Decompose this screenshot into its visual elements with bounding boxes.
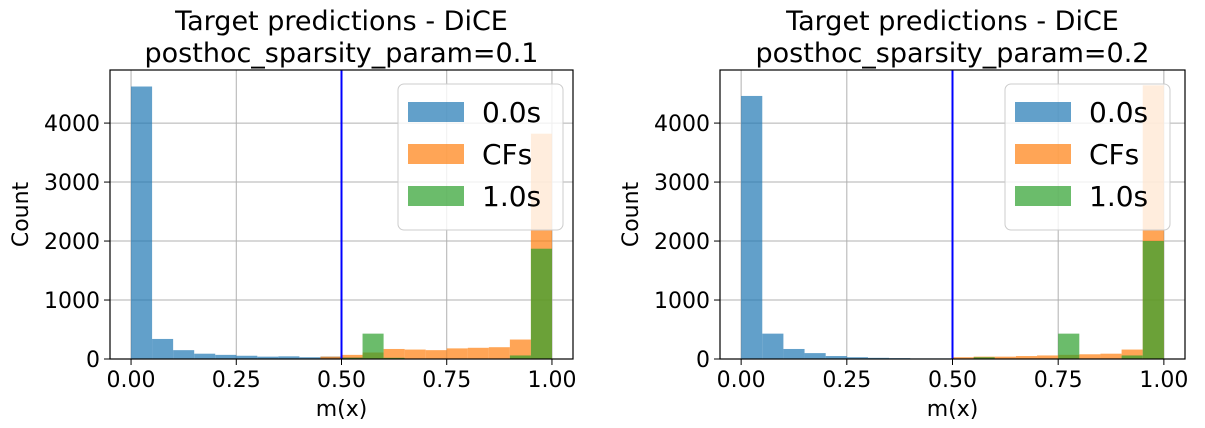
y-tick-label: 0 — [86, 348, 100, 373]
histogram-bar — [362, 333, 384, 359]
histogram-bar — [236, 355, 258, 359]
histogram-bar — [1079, 354, 1101, 359]
x-tick-label: 0.25 — [212, 368, 261, 393]
y-tick-label: 4000 — [44, 112, 100, 137]
histogram-bar — [194, 353, 216, 359]
legend-swatch — [1015, 186, 1071, 206]
x-tick-label: 0.00 — [717, 368, 766, 393]
histogram-bar — [341, 354, 363, 359]
y-tick-label: 3000 — [44, 171, 100, 196]
x-tick-label: 1.00 — [527, 368, 576, 393]
chart-title-line1: Target predictions - DiCE — [174, 6, 508, 37]
histogram-bar — [383, 348, 405, 359]
y-tick-label: 4000 — [654, 112, 710, 137]
legend-swatch — [1015, 144, 1071, 164]
legend-swatch — [408, 144, 464, 164]
y-tick-label: 2000 — [654, 230, 710, 255]
legend: 0.0s CFs 1.0s — [1004, 83, 1171, 231]
histogram-bar — [1058, 333, 1080, 359]
series-0.0s — [131, 86, 363, 359]
histogram-bar — [825, 356, 847, 359]
legend: 0.0s CFs 1.0s — [397, 83, 564, 231]
y-tick-label: 2000 — [44, 230, 100, 255]
histogram-bar — [973, 357, 995, 359]
histogram-bar — [215, 354, 237, 359]
histogram-bar — [278, 356, 300, 359]
x-axis-label: m(x) — [927, 397, 979, 422]
histogram-bar — [509, 339, 531, 359]
x-tick-label: 0.75 — [1034, 368, 1083, 393]
histogram-bar — [320, 356, 342, 359]
x-tick-label: 0.25 — [822, 368, 871, 393]
histogram-bar — [1121, 349, 1143, 359]
x-axis-label: m(x) — [316, 397, 368, 422]
histogram-bar — [257, 356, 279, 359]
histogram-bar — [846, 357, 868, 359]
y-axis-label: Count — [9, 181, 34, 247]
histogram-bar — [131, 86, 153, 359]
histogram-bar — [509, 355, 531, 359]
x-tick-label: 0.00 — [107, 368, 156, 393]
chart-title-line1: Target predictions - DiCE — [785, 6, 1119, 37]
legend-swatch — [408, 186, 464, 206]
histogram-bar — [1142, 241, 1164, 359]
histogram-bar — [1100, 353, 1122, 359]
y-tick-label: 1000 — [44, 289, 100, 314]
histogram-chart-2: Target predictions - DiCEposthoc_sparsit… — [619, 6, 1188, 422]
histogram-bar — [1037, 355, 1059, 359]
legend-label: CFs — [1089, 138, 1139, 171]
legend-swatch — [408, 102, 464, 122]
legend-swatch — [1015, 102, 1071, 122]
histogram-bar — [1121, 355, 1143, 359]
x-tick-label: 0.50 — [928, 368, 977, 393]
x-tick-label: 0.75 — [422, 368, 471, 393]
histogram-bar — [425, 350, 447, 359]
histogram-bar — [446, 348, 468, 359]
histogram-bar — [488, 347, 510, 359]
y-tick-label: 0 — [696, 348, 710, 373]
legend-label: 0.0s — [482, 96, 541, 129]
histogram-bar — [994, 356, 1016, 359]
histogram-bar — [530, 248, 552, 359]
legend-label: CFs — [482, 138, 532, 171]
legend-label: 0.0s — [1089, 96, 1148, 129]
histogram-bar — [152, 338, 174, 359]
y-tick-label: 1000 — [654, 289, 710, 314]
series-0.0s — [741, 95, 953, 359]
histogram-bar — [952, 357, 974, 359]
chart-title-line2: posthoc_sparsity_param=0.2 — [756, 38, 1150, 69]
histogram-bar — [299, 357, 321, 359]
histogram-bar — [804, 353, 826, 359]
histogram-chart-1: Target predictions - DiCEposthoc_sparsit… — [9, 6, 576, 422]
series-1.0s — [973, 241, 1164, 359]
x-tick-label: 1.00 — [1139, 368, 1188, 393]
x-tick-label: 0.50 — [317, 368, 366, 393]
histogram-bar — [1015, 356, 1038, 359]
histogram-bar — [467, 347, 489, 359]
legend-label: 1.0s — [1089, 180, 1148, 213]
histogram-bar — [762, 333, 784, 359]
legend-label: 1.0s — [482, 180, 541, 213]
histogram-bar — [173, 350, 195, 359]
histogram-bar — [783, 348, 805, 359]
y-axis-label: Count — [619, 181, 644, 247]
histogram-bar — [404, 349, 426, 359]
histogram-bar — [741, 95, 763, 359]
chart-title-line2: posthoc_sparsity_param=0.1 — [145, 38, 539, 69]
y-tick-label: 3000 — [654, 171, 710, 196]
series-1.0s — [341, 248, 552, 359]
